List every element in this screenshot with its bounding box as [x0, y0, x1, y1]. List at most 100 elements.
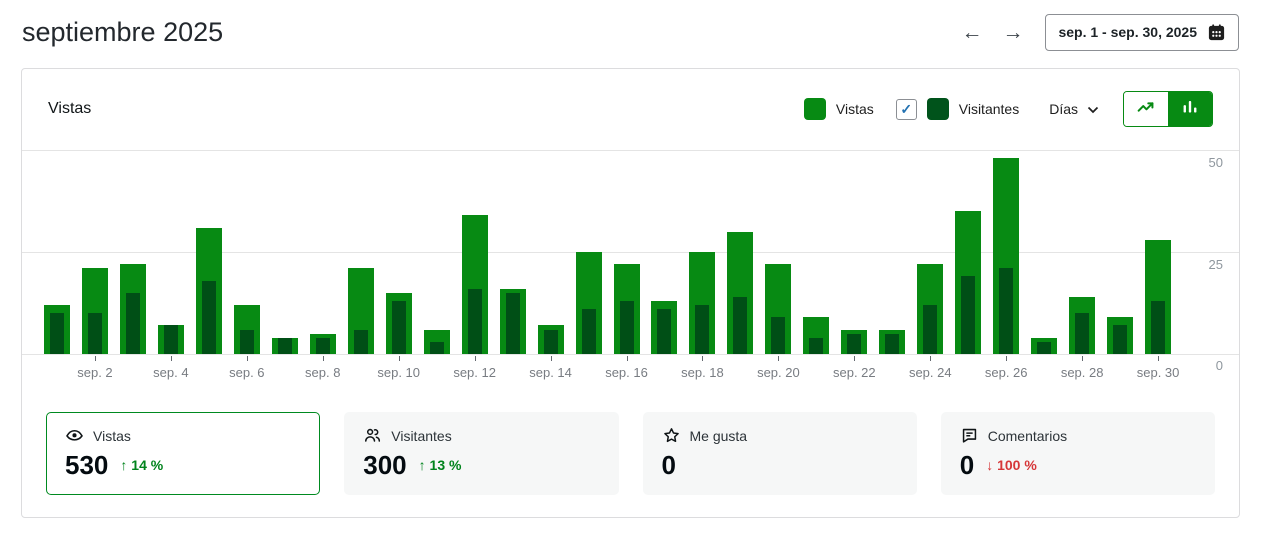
bar-visitantes[interactable]: [847, 333, 862, 354]
next-period-arrow-icon[interactable]: →: [1002, 20, 1024, 44]
bar-slot[interactable]: [266, 150, 304, 354]
bar-slot[interactable]: sep. 24: [909, 150, 952, 380]
bar-visitantes[interactable]: [1113, 325, 1128, 354]
summary-card-visitantes[interactable]: Visitantes 300 ↑ 13 %: [344, 412, 619, 495]
summary-card-me-gusta[interactable]: Me gusta 0: [642, 412, 917, 495]
bar-visitantes[interactable]: [961, 276, 976, 354]
bar-slot[interactable]: [721, 150, 759, 354]
bar-visitantes[interactable]: [429, 341, 444, 354]
bar-visitantes[interactable]: [923, 305, 938, 354]
interval-dropdown[interactable]: Días: [1049, 101, 1099, 117]
bar-slot[interactable]: sep. 28: [1061, 150, 1103, 380]
bar-visitantes[interactable]: [581, 309, 596, 354]
summary-delta: ↓ 100 %: [986, 457, 1037, 474]
date-range-button[interactable]: sep. 1 - sep. 30, 2025: [1045, 13, 1239, 51]
bar-visitantes[interactable]: [885, 333, 900, 354]
y-axis-label-0: 0: [1215, 358, 1223, 373]
visitantes-legend-swatch: [926, 98, 949, 120]
x-axis-label: sep. 14: [529, 365, 572, 380]
summary-value: 300: [363, 450, 407, 480]
bar-visitantes[interactable]: [315, 337, 330, 354]
bar-slot[interactable]: sep. 4: [152, 150, 190, 380]
bar-slot[interactable]: sep. 26: [985, 150, 1028, 380]
bar-slot[interactable]: [114, 150, 152, 354]
summary-delta: ↑ 13 %: [418, 457, 462, 474]
bar-chart: 50 25 0 sep. 2 sep. 4 sep. 6 sep. 8 sep. 10 s…: [22, 150, 1239, 392]
chart-type-toggle: [1123, 91, 1213, 127]
prev-period-arrow-icon[interactable]: ←: [961, 20, 983, 44]
bar-slot[interactable]: [873, 150, 911, 354]
bar-slot[interactable]: [646, 150, 684, 354]
x-axis-label: sep. 28: [1060, 365, 1104, 380]
bar-slot[interactable]: sep. 14: [529, 150, 572, 380]
bar-slot[interactable]: sep. 20: [757, 150, 800, 380]
bar-slot[interactable]: [190, 150, 228, 354]
bar-visitantes[interactable]: [771, 317, 786, 354]
topbar-right: ← → sep. 1 - sep. 30, 2025: [961, 13, 1239, 51]
bar-visitantes[interactable]: [543, 329, 558, 354]
bar-slot[interactable]: sep. 2: [76, 150, 114, 380]
page-title: septiembre 2025: [22, 17, 224, 47]
bar-visitantes[interactable]: [87, 313, 102, 354]
views-icon: [65, 426, 84, 445]
chart-title: Vistas: [48, 100, 92, 117]
x-axis-label: sep. 18: [681, 365, 724, 380]
date-range-label: sep. 1 - sep. 30, 2025: [1058, 24, 1197, 40]
gridline-0: [22, 354, 1239, 355]
bar-visitantes[interactable]: [619, 300, 634, 354]
bar-visitantes[interactable]: [201, 280, 216, 354]
y-axis-label-50: 50: [1208, 155, 1223, 170]
line-chart-toggle-button[interactable]: [1124, 92, 1168, 126]
bar-visitantes[interactable]: [505, 292, 520, 354]
bar-visitantes[interactable]: [125, 292, 140, 354]
bar-slot[interactable]: sep. 30: [1137, 150, 1179, 380]
summary-delta: ↑ 14 %: [120, 457, 164, 474]
bar-slot[interactable]: [1101, 150, 1139, 354]
summary-card-vistas[interactable]: Vistas 530 ↑ 14 %: [46, 412, 321, 495]
bar-visitantes[interactable]: [49, 313, 64, 354]
bar-slot[interactable]: sep. 10: [377, 150, 420, 380]
bar-slot[interactable]: [342, 150, 380, 354]
x-axis-label: sep. 12: [453, 365, 496, 380]
summary-card-comentarios[interactable]: Comentarios 0 ↓ 100 %: [940, 412, 1215, 495]
bar-slot[interactable]: [949, 150, 987, 354]
bar-slot[interactable]: sep. 18: [681, 150, 724, 380]
bar-slot[interactable]: sep. 22: [833, 150, 876, 380]
bar-visitantes[interactable]: [999, 268, 1014, 354]
bar-visitantes[interactable]: [809, 337, 824, 354]
x-axis-tick: [778, 356, 780, 361]
bar-visitantes[interactable]: [695, 305, 710, 354]
bar-slot[interactable]: sep. 16: [605, 150, 648, 380]
x-axis-label: sep. 8: [305, 365, 341, 380]
bar-slot[interactable]: [38, 150, 76, 354]
vistas-legend-swatch: [803, 98, 826, 120]
x-axis-tick: [930, 356, 932, 361]
bar-visitantes[interactable]: [1075, 313, 1090, 354]
bar-slot[interactable]: [1025, 150, 1063, 354]
chart-controls: Vistas ✓ Visitantes Días: [803, 91, 1213, 127]
summary-value: 530: [65, 450, 109, 480]
bar-slot[interactable]: [418, 150, 456, 354]
bar-visitantes[interactable]: [239, 329, 254, 354]
bar-slot[interactable]: [494, 150, 532, 354]
x-axis-label: sep. 6: [229, 365, 265, 380]
likes-icon: [662, 426, 681, 445]
bar-slot[interactable]: sep. 12: [453, 150, 496, 380]
vistas-legend-label: Vistas: [835, 101, 874, 117]
bar-slot[interactable]: sep. 8: [304, 150, 342, 380]
bar-visitantes[interactable]: [1151, 300, 1166, 354]
bar-slot[interactable]: [797, 150, 835, 354]
bar-visitantes[interactable]: [353, 329, 368, 354]
x-axis-tick: [1082, 356, 1084, 361]
bar-visitantes[interactable]: [467, 288, 482, 354]
bar-visitantes[interactable]: [391, 300, 406, 354]
bar-visitantes[interactable]: [657, 309, 672, 354]
bar-visitantes[interactable]: [733, 296, 748, 354]
bar-chart-toggle-button[interactable]: [1168, 92, 1212, 126]
bar-slot[interactable]: [570, 150, 608, 354]
bar-visitantes[interactable]: [1037, 341, 1052, 354]
visitantes-checkbox[interactable]: ✓: [895, 98, 917, 120]
bar-slot[interactable]: sep. 6: [228, 150, 266, 380]
bar-visitantes[interactable]: [277, 337, 292, 354]
bar-visitantes[interactable]: [163, 325, 178, 354]
